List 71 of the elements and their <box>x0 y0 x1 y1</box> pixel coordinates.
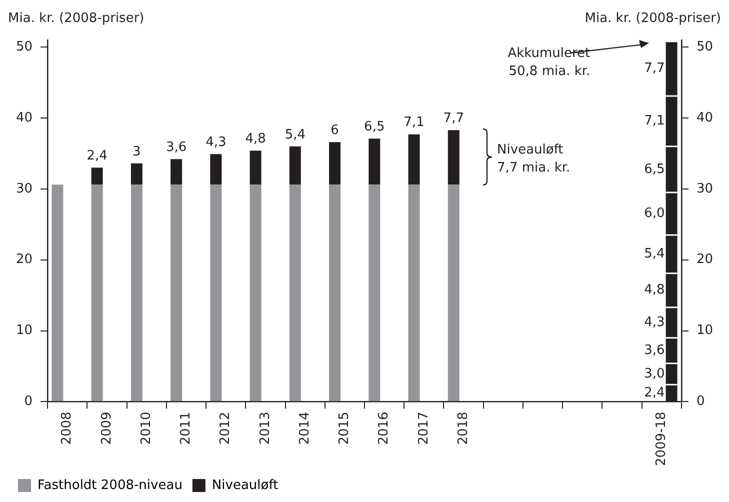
data-label: 3 <box>132 144 141 160</box>
y2-tick-label: 20 <box>696 252 714 268</box>
bar <box>170 184 182 402</box>
data-label: 2,4 <box>644 385 665 400</box>
bar <box>250 184 262 402</box>
bar <box>289 184 301 402</box>
legend-label: Niveauløft <box>212 478 278 493</box>
data-label: 7,7 <box>644 61 665 76</box>
data-label: 3,6 <box>166 140 187 156</box>
data-label: 6,0 <box>644 206 665 222</box>
bar <box>210 184 222 402</box>
y-tick-label: 0 <box>24 394 33 410</box>
data-label: 7,1 <box>644 114 665 129</box>
annotation: Niveauløft 7,7 mia. kr. <box>497 142 570 176</box>
bar <box>91 168 103 185</box>
x-tick-label: 2016 <box>376 412 392 445</box>
data-label: 7,7 <box>443 110 464 126</box>
bar <box>408 184 420 402</box>
bar <box>329 184 341 402</box>
bar <box>289 146 301 185</box>
bar <box>448 130 460 185</box>
data-label: 5,4 <box>644 246 665 262</box>
x-tick-label: 2017 <box>416 412 432 445</box>
y2-tick-label: 40 <box>696 110 714 126</box>
bar <box>448 184 460 402</box>
y2-axis-title: Mia. kr. (2008-priser) <box>584 11 721 26</box>
y-axis-title: Mia. kr. (2008-priser) <box>8 11 144 26</box>
y-tick-label: 50 <box>16 39 33 54</box>
bar <box>250 150 262 185</box>
x-tick-label: 2008 <box>60 412 75 445</box>
x-tick-label: 2009 <box>99 412 114 445</box>
data-label: 6,5 <box>644 162 665 177</box>
data-label: 7,1 <box>404 115 424 130</box>
y-tick-label: 10 <box>16 323 33 338</box>
x-tick-label: 2012 <box>218 412 234 445</box>
y2-tick-label: 30 <box>696 181 714 196</box>
data-label: 4,8 <box>245 132 266 147</box>
x-tick-label: 2009-18 <box>654 412 670 466</box>
x-tick-label: 2013 <box>258 412 273 445</box>
bar <box>130 163 142 185</box>
bar <box>170 159 182 185</box>
data-label: 3,0 <box>644 366 665 382</box>
bar <box>368 138 380 185</box>
y-tick-label: 30 <box>16 181 33 196</box>
data-label: 4,8 <box>644 282 665 298</box>
bar <box>91 184 103 402</box>
y2-tick-label: 0 <box>696 394 705 410</box>
x-tick-label: 2015 <box>337 412 352 445</box>
bar <box>52 184 64 402</box>
y2-tick-label: 50 <box>696 39 714 54</box>
x-tick-label: 2018 <box>456 412 471 445</box>
y2-tick-label: 10 <box>696 323 714 338</box>
y-tick-label: 20 <box>16 252 33 268</box>
data-label: 4,3 <box>644 314 665 330</box>
y-tick-label: 40 <box>16 110 33 126</box>
bar <box>210 154 222 185</box>
data-label: 6 <box>330 122 339 138</box>
x-tick-label: 2014 <box>297 412 312 445</box>
data-label: 5,4 <box>284 127 306 142</box>
data-label: 3,6 <box>644 342 665 358</box>
bar <box>368 184 380 402</box>
data-label: 4,3 <box>206 135 226 150</box>
annotation: Akkumuleret 50,8 mia. kr. <box>508 46 590 79</box>
bar <box>408 134 420 185</box>
x-tick-label: 2010 <box>138 412 154 445</box>
bar <box>130 184 142 402</box>
x-tick-label: 2011 <box>178 412 194 445</box>
legend-label: Fastholdt 2008-niveau <box>38 478 182 493</box>
data-label: 2,4 <box>86 148 108 164</box>
data-label: 6,5 <box>364 119 385 134</box>
bar <box>329 142 341 185</box>
